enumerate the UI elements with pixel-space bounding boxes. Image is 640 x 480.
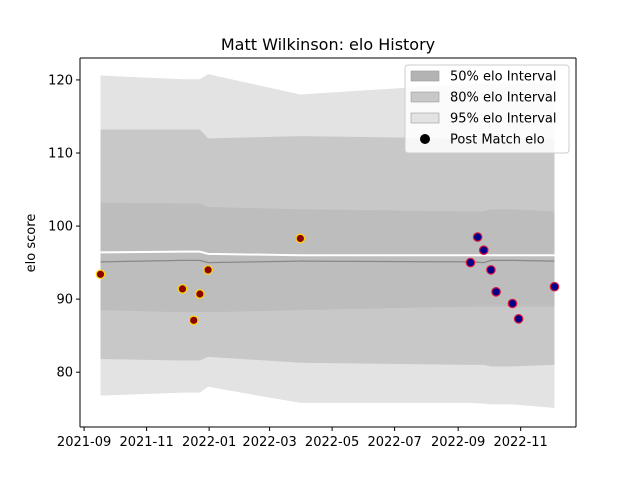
band-50-interval — [100, 202, 555, 313]
post-match-elo-point-0-4 — [203, 265, 213, 275]
post-match-elo-point-1-7 — [549, 281, 560, 292]
y-tick-label-3: 110 — [48, 146, 73, 161]
x-tick-label-5: 2022-07 — [367, 435, 421, 450]
post-match-elo-point-1-6 — [513, 314, 524, 324]
plot-area — [95, 74, 560, 408]
band-white-line — [100, 250, 555, 257]
y-tick-label-1: 90 — [56, 293, 73, 308]
post-match-elo-point-1-3 — [486, 265, 496, 275]
y-tick-label-4: 120 — [48, 73, 73, 88]
x-tick-label-3: 2022-03 — [242, 435, 296, 450]
x-tick-label-2: 2022-01 — [182, 435, 236, 450]
mean-elo-line — [100, 259, 555, 264]
post-match-elo-point-0-3 — [195, 289, 205, 299]
legend-box — [404, 64, 570, 154]
y-axis-label: elo score — [24, 214, 39, 273]
legend-marker-3 — [420, 134, 430, 144]
legend-swatch-0 — [410, 70, 440, 82]
axes: 2021-09 2021-11 2022-01 2022-03 2022-05 2022-… — [48, 57, 577, 450]
legend: 50% elo Interval 80% elo Interval 95% elo … — [404, 64, 570, 154]
x-tick-label-4: 2022-05 — [305, 435, 359, 450]
post-match-elo-point-1-5 — [507, 298, 518, 309]
y-tick-label-0: 80 — [56, 366, 73, 381]
post-match-elo-point-0-0 — [95, 269, 106, 280]
legend-swatch-2 — [410, 112, 440, 124]
x-tick-label-1: 2021-11 — [119, 435, 173, 450]
post-match-elo-point-0-5 — [295, 233, 306, 244]
post-match-elo-point-1-0 — [465, 257, 476, 268]
x-tick-label-7: 2022-11 — [493, 435, 547, 450]
legend-swatch-1 — [410, 91, 440, 103]
post-match-elo-point-1-2 — [478, 245, 489, 255]
post-match-elo-point-1-4 — [491, 287, 501, 297]
x-tick-label-0: 2021-09 — [57, 435, 111, 450]
legend-label-3: Post Match elo — [450, 133, 545, 148]
post-match-elo-point-0-1 — [177, 284, 188, 294]
legend-label-0: 50% elo Interval — [450, 70, 557, 85]
x-tick-label-6: 2022-09 — [431, 435, 485, 450]
post-match-elo-point-1-1 — [472, 232, 483, 242]
y-tick-label-2: 100 — [48, 220, 73, 235]
post-match-elo-point-0-2 — [188, 315, 199, 326]
chart-title: Matt Wilkinson: elo History — [221, 35, 435, 54]
legend-label-1: 80% elo Interval — [450, 91, 557, 106]
legend-label-2: 95% elo Interval — [450, 112, 557, 127]
